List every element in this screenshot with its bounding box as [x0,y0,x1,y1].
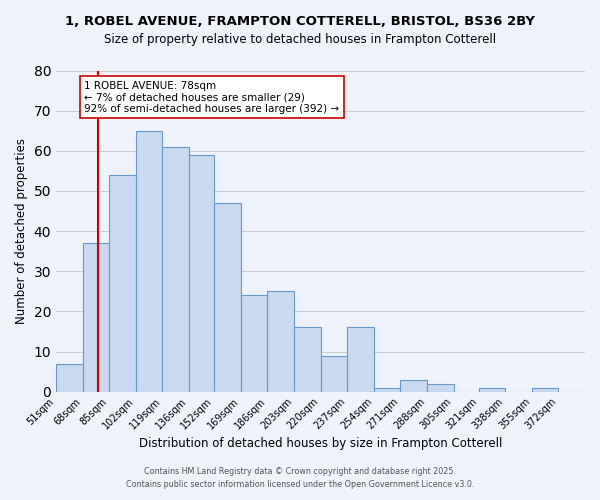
Bar [374,388,400,392]
Bar [214,203,241,392]
Bar [268,292,294,392]
Bar [136,130,163,392]
Bar [479,388,505,392]
Y-axis label: Number of detached properties: Number of detached properties [15,138,28,324]
Bar [109,175,136,392]
Bar [189,155,214,392]
Bar [163,147,189,392]
Text: Size of property relative to detached houses in Frampton Cotterell: Size of property relative to detached ho… [104,32,496,46]
Text: Contains HM Land Registry data © Crown copyright and database right 2025.
Contai: Contains HM Land Registry data © Crown c… [126,468,474,489]
Bar [532,388,559,392]
Bar [427,384,454,392]
Bar [56,364,83,392]
Bar [347,328,374,392]
Bar [320,356,347,392]
Bar [400,380,427,392]
Text: 1, ROBEL AVENUE, FRAMPTON COTTERELL, BRISTOL, BS36 2BY: 1, ROBEL AVENUE, FRAMPTON COTTERELL, BRI… [65,15,535,28]
X-axis label: Distribution of detached houses by size in Frampton Cotterell: Distribution of detached houses by size … [139,437,502,450]
Bar [83,243,109,392]
Bar [294,328,320,392]
Bar [241,296,268,392]
Text: 1 ROBEL AVENUE: 78sqm
← 7% of detached houses are smaller (29)
92% of semi-detac: 1 ROBEL AVENUE: 78sqm ← 7% of detached h… [84,80,340,114]
